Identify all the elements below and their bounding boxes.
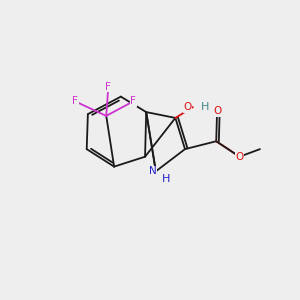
Text: F: F — [72, 96, 78, 106]
Text: F: F — [105, 82, 111, 92]
Text: O: O — [184, 102, 192, 112]
Text: H: H — [162, 174, 170, 184]
Text: O: O — [213, 106, 221, 116]
Text: O: O — [236, 152, 244, 162]
Text: F: F — [130, 96, 136, 106]
Text: N: N — [149, 166, 157, 176]
Text: H: H — [201, 102, 209, 112]
